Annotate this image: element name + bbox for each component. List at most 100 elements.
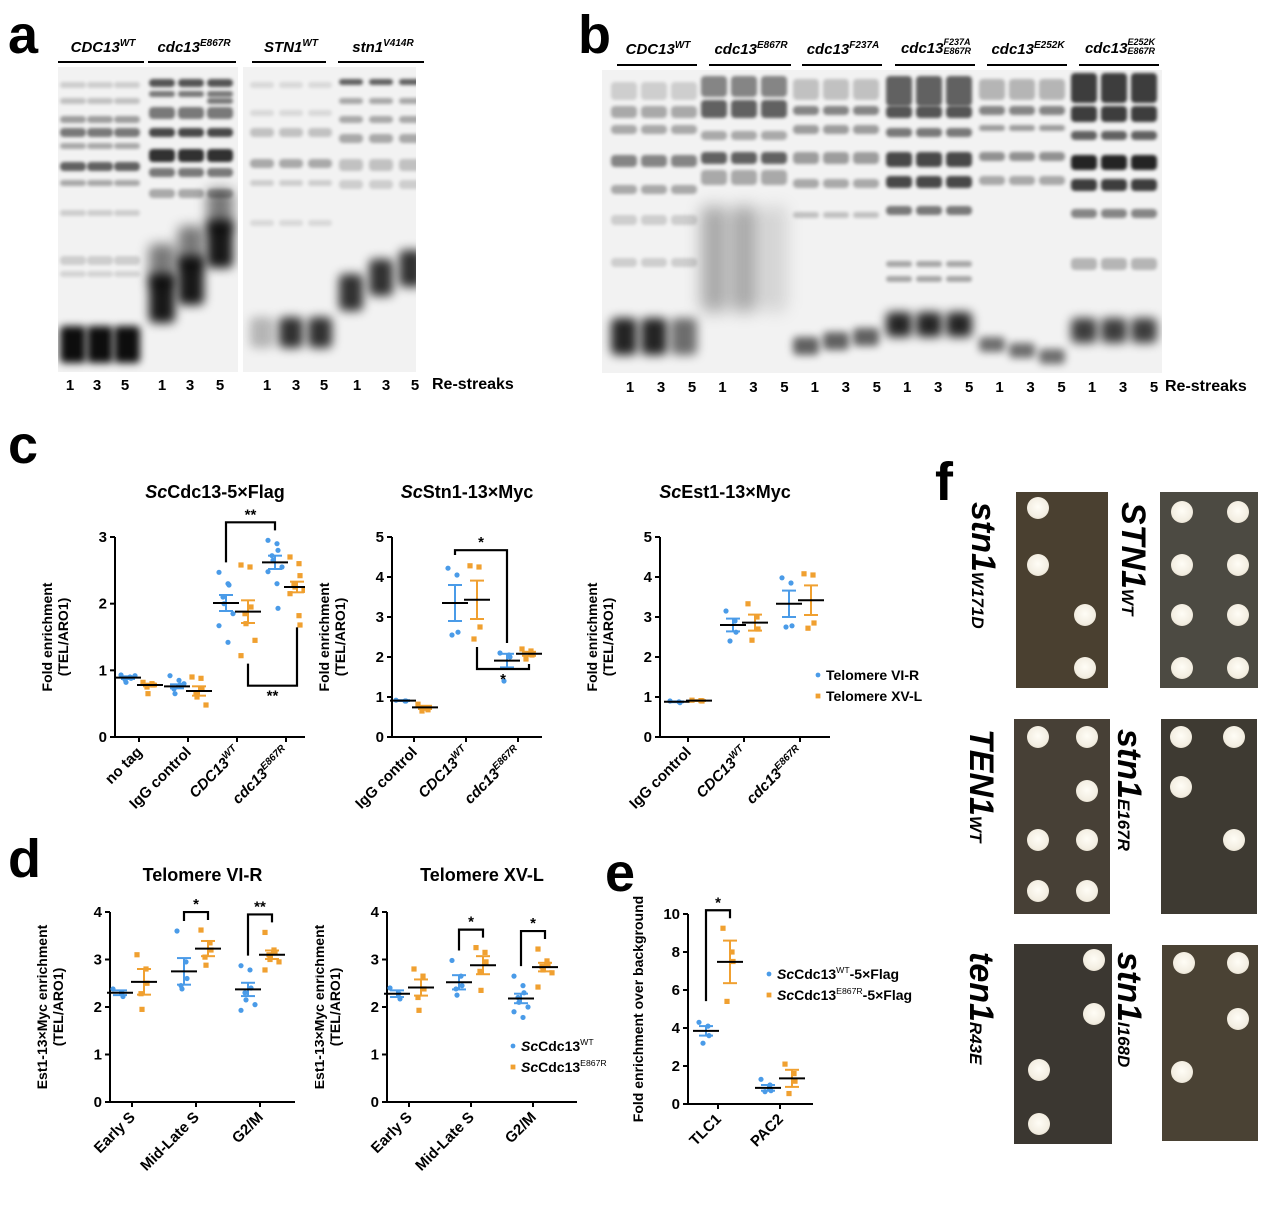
data-point — [483, 959, 489, 965]
data-point — [265, 569, 271, 575]
genotype-name: cdc13 — [991, 41, 1034, 58]
gel-a-band — [178, 128, 204, 138]
lane-number: 1 — [810, 379, 819, 396]
gel-a-band — [60, 161, 86, 171]
data-point — [242, 611, 248, 617]
strain-allele: E167R — [1114, 798, 1133, 851]
data-point — [467, 563, 473, 569]
lane-number: 5 — [1149, 379, 1159, 396]
blue-series-group — [442, 565, 468, 638]
legend-item: ScCdc13E867R-5×Flag — [766, 986, 912, 1003]
legend-marker-square — [815, 693, 821, 699]
data-point — [301, 587, 305, 593]
yeast-colony — [1170, 657, 1193, 680]
gel-a2-band — [279, 128, 303, 138]
significance-bracket: * — [475, 647, 531, 688]
gel-a-group-rule-4 — [338, 61, 424, 63]
gel-a2-band — [308, 128, 332, 138]
significance-bracket: * — [704, 894, 732, 1002]
gel-b-band — [1039, 151, 1065, 161]
strain-allele: R43E — [966, 1021, 985, 1065]
gel-b-band — [1101, 179, 1127, 192]
gel-b-lane-12 — [946, 70, 972, 373]
orange-series-group — [742, 601, 768, 643]
genotype-name: cdc13 — [900, 40, 944, 57]
data-point — [252, 1002, 258, 1008]
yeast-colony — [1227, 553, 1250, 576]
strain-label-6: stn1I168D — [1109, 952, 1148, 1067]
gel-a-band — [114, 179, 140, 186]
data-point — [471, 636, 477, 642]
blue-series-group — [107, 986, 133, 1000]
orange-series-group — [137, 679, 163, 697]
gel-b-band — [946, 151, 972, 167]
data-point — [172, 691, 178, 697]
gel-b-band — [641, 257, 667, 267]
gel-a-band — [114, 82, 140, 89]
gel-a-band — [87, 179, 113, 186]
gel-b-band — [793, 151, 819, 164]
data-point — [193, 691, 199, 697]
gel-b-band — [761, 130, 787, 140]
genotype-allele: V414R — [383, 38, 414, 49]
y-tick-label: 2 — [99, 596, 107, 613]
x-tick-label: no tag — [102, 744, 146, 788]
significance-label: ** — [245, 506, 257, 523]
lane-number: 5 — [687, 379, 697, 396]
gel-b-band — [641, 215, 667, 225]
yeast-colony — [1222, 725, 1245, 748]
blue-series-group — [262, 537, 288, 611]
gel-a2-band — [250, 317, 274, 348]
gel-a-band — [87, 271, 113, 278]
lane-number: 5 — [965, 379, 974, 396]
gel-b-lane-2 — [641, 70, 667, 373]
yeast-colony — [1027, 496, 1050, 519]
lane-number: 1 — [1087, 379, 1097, 396]
gel-a2-band — [399, 250, 416, 287]
significance-label: * — [193, 896, 199, 913]
gel-a-band — [87, 143, 113, 150]
gel-a-group-label-3: STN1WT — [252, 38, 330, 56]
y-axis-label: (TEL/ARO1) — [55, 598, 71, 677]
lane-number: 3 — [381, 377, 391, 394]
title-species: Sc — [145, 482, 167, 502]
plate-5 — [1014, 944, 1112, 1144]
lane-number: 5 — [120, 377, 130, 394]
y-axis-label: Est1-13×Myc enrichment — [34, 924, 50, 1089]
gel-a-band — [87, 161, 113, 171]
gel-a2-band — [339, 274, 363, 311]
data-point — [789, 623, 795, 629]
y-tick-label: 3 — [644, 609, 652, 626]
gel-a-band — [60, 326, 86, 363]
y-tick-label: 4 — [376, 569, 385, 586]
y-axis-label: Fold enrichment — [584, 582, 600, 691]
lane-number: 3 — [92, 377, 102, 394]
y-tick-label: 0 — [376, 729, 384, 746]
gel-a-group-label-2: cdc13E867R — [148, 38, 240, 56]
blue-series-group — [664, 698, 690, 706]
gel-a-band — [149, 106, 175, 119]
genotype-allele: WT — [674, 40, 691, 51]
gel-a-band — [207, 167, 233, 177]
gel-b-band — [793, 179, 819, 189]
gel-a-band — [149, 274, 175, 324]
gel-b-band — [1071, 130, 1097, 140]
y-tick-label: 3 — [99, 529, 107, 546]
significance-bracket: ** — [224, 506, 277, 563]
data-point — [720, 925, 726, 931]
gel-a2-band — [369, 158, 393, 171]
chart-c-scest1: ScEst1-13×Myc 0 1 2 3 4 5 Fold enrichment (TEL/A… — [584, 482, 923, 810]
data-point — [203, 702, 209, 708]
gel-b-band — [671, 154, 697, 167]
gel-b-lane-18 — [1131, 70, 1157, 373]
gel-b-band — [886, 176, 912, 189]
data-point — [420, 973, 426, 979]
gel-a2-lane-3 — [308, 67, 332, 372]
gel-b-band — [761, 100, 787, 119]
y-axis-label: Fold enrichment — [316, 582, 332, 691]
data-point — [238, 963, 244, 969]
gel-a-band — [149, 128, 175, 138]
data-point — [415, 701, 421, 707]
blue-series-group — [390, 697, 416, 704]
data-point — [476, 564, 482, 570]
